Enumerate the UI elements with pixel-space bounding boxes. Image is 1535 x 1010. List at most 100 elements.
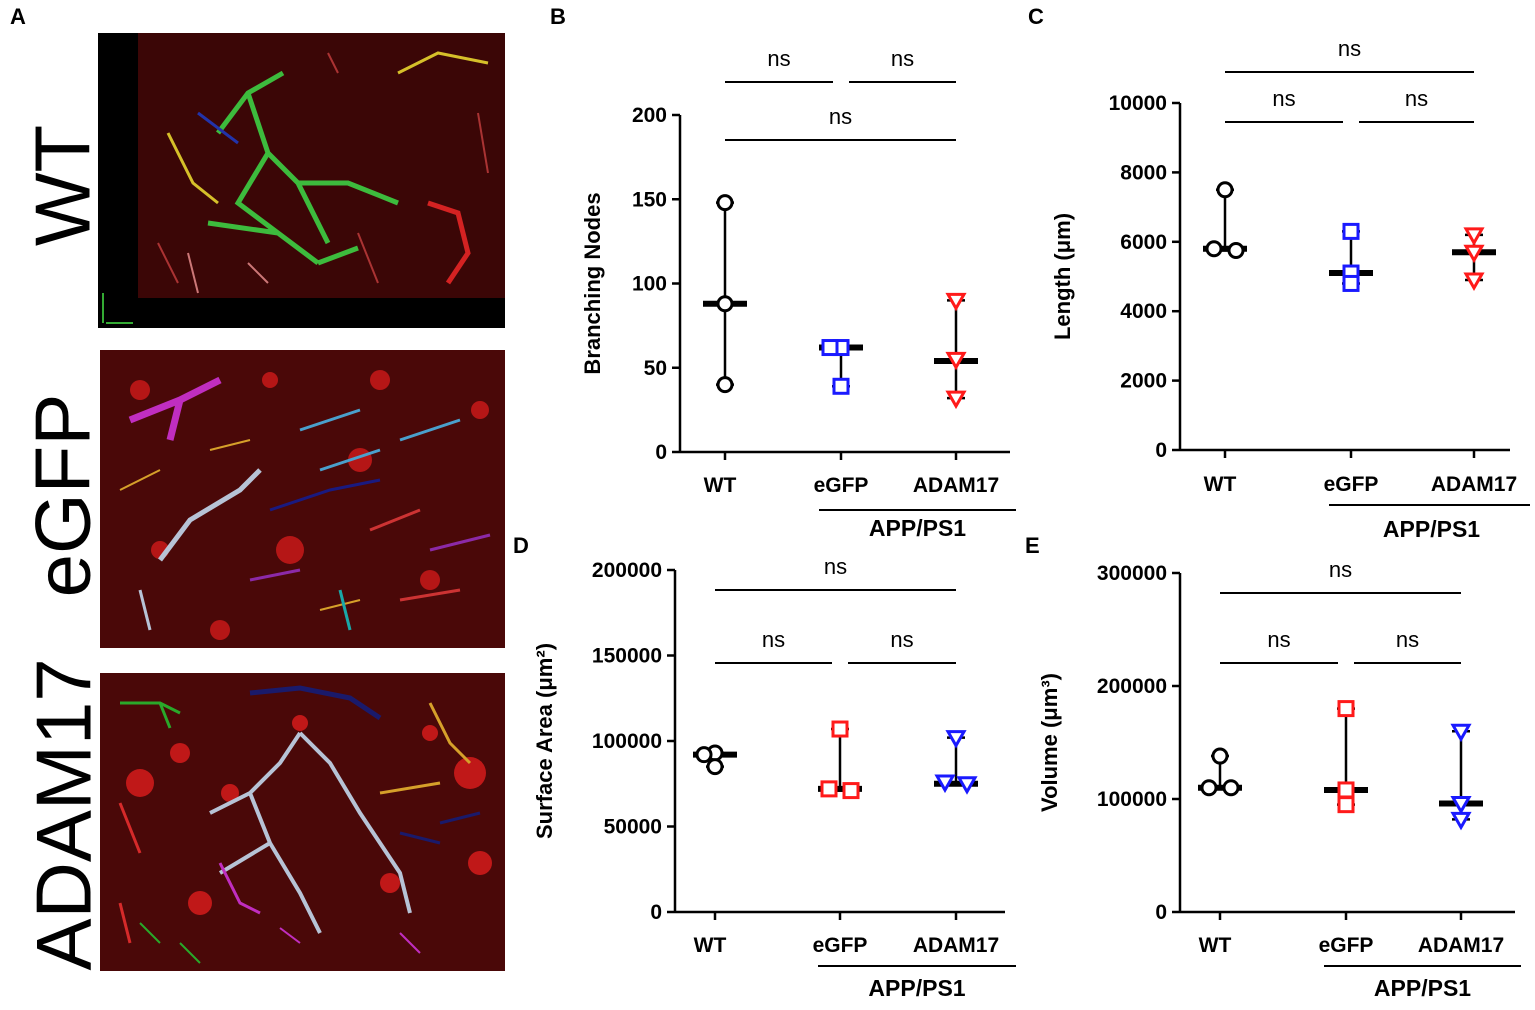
data-point-square <box>1337 700 1355 718</box>
y-tick-label: 0 <box>1155 901 1167 924</box>
data-point-square <box>1342 222 1360 240</box>
y-tick-label: 0 <box>650 901 662 924</box>
significance-label: ns <box>767 46 790 71</box>
micrograph-adam17 <box>100 673 505 971</box>
y-tick-label: 100000 <box>1097 788 1167 811</box>
chart-b: 0 50 100 150 200 WT eGFP ADAM17 APP/PS1 Branching… <box>530 30 1020 545</box>
significance-label: ns <box>891 46 914 71</box>
data-point-circle <box>716 376 734 394</box>
data-point-triangle <box>1463 272 1485 291</box>
row-label-wt: WT <box>18 124 107 247</box>
panel-letter-d: D <box>513 533 529 558</box>
data-point-square <box>1342 274 1360 292</box>
data-point-triangle <box>945 390 967 410</box>
y-tick-label: 0 <box>1155 439 1167 462</box>
chart-d: 0 50000 100000 150000 200000 WT eGFP ADAM17 APP/… <box>520 550 1020 1010</box>
significance-label: ns <box>890 627 913 652</box>
significance-label: ns <box>824 554 847 579</box>
group-label: APP/PS1 <box>1383 516 1480 542</box>
data-point-circle <box>1216 181 1234 199</box>
y-axis-label: Volume (μm³) <box>1037 673 1062 812</box>
panel-letter-a: A <box>10 4 26 29</box>
x-tick-label: eGFP <box>1319 934 1374 957</box>
significance-label: ns <box>762 627 785 652</box>
y-tick-label: 4000 <box>1120 300 1167 323</box>
significance-label: ns <box>1338 36 1361 61</box>
panel-letter-b: B <box>550 4 566 29</box>
data-point-circle <box>1222 779 1240 797</box>
y-tick-label: 10000 <box>1109 92 1167 115</box>
y-tick-label: 8000 <box>1120 161 1167 184</box>
y-tick-label: 50 <box>644 357 667 380</box>
x-tick-label: WT <box>704 474 737 497</box>
y-tick-label: 300000 <box>1097 562 1167 585</box>
row-label-adam17: ADAM17 <box>19 658 108 971</box>
data-point-circle <box>1227 241 1245 259</box>
data-point-square <box>821 339 839 357</box>
x-tick-label: ADAM17 <box>1431 473 1517 496</box>
x-tick-label: ADAM17 <box>1418 934 1504 957</box>
x-tick-label: eGFP <box>814 474 869 497</box>
data-point-triangle <box>1450 811 1472 831</box>
significance-label: ns <box>829 104 852 129</box>
y-tick-label: 0 <box>655 441 667 464</box>
y-tick-label: 150 <box>632 188 667 211</box>
data-point-square <box>831 720 849 738</box>
data-point-triangle <box>956 776 978 795</box>
data-point-circle <box>716 295 734 313</box>
y-tick-label: 50000 <box>604 816 662 839</box>
data-point-triangle <box>945 292 967 312</box>
significance-label: ns <box>1267 627 1290 652</box>
chart-c: 0 2000 4000 6000 8000 10000 WT eGFP ADAM17 APP/PS… <box>1030 25 1534 550</box>
micrograph-wt <box>98 33 505 328</box>
y-axis-label: Surface Area (μm²) <box>532 643 557 839</box>
significance-label: ns <box>1405 86 1428 111</box>
y-tick-label: 150000 <box>592 645 662 668</box>
data-point-square <box>842 782 860 800</box>
data-point-square <box>1337 781 1355 799</box>
data-point-circle <box>1205 240 1223 258</box>
y-tick-label: 100 <box>632 273 667 296</box>
y-tick-label: 200000 <box>592 559 662 582</box>
y-tick-label: 100000 <box>592 730 662 753</box>
y-tick-label: 2000 <box>1120 370 1167 393</box>
data-point-triangle <box>934 774 956 794</box>
x-tick-label: ADAM17 <box>913 934 999 957</box>
y-axis-label: Branching Nodes <box>580 192 605 374</box>
data-point-triangle <box>1450 723 1472 743</box>
y-tick-label: 6000 <box>1120 231 1167 254</box>
data-point-triangle <box>1463 244 1485 264</box>
significance-label: ns <box>1329 557 1352 582</box>
data-point-triangle <box>945 351 967 371</box>
group-label: APP/PS1 <box>868 975 965 1001</box>
group-label: APP/PS1 <box>869 515 966 540</box>
x-tick-label: eGFP <box>813 934 868 957</box>
data-point-circle <box>706 758 724 776</box>
data-point-circle <box>716 194 734 212</box>
panel-letter-c: C <box>1028 4 1044 29</box>
x-tick-label: eGFP <box>1324 473 1379 496</box>
group-label: APP/PS1 <box>1374 975 1471 1001</box>
x-tick-label: WT <box>694 934 727 957</box>
data-point-triangle <box>1450 796 1472 815</box>
data-point-triangle <box>945 730 967 749</box>
data-point-circle <box>695 746 713 764</box>
x-tick-label: WT <box>1204 473 1237 496</box>
y-tick-label: 200 <box>632 104 667 127</box>
y-axis-label: Length (μm) <box>1050 213 1075 340</box>
data-point-circle <box>1211 747 1229 765</box>
data-point-square <box>820 780 838 798</box>
x-tick-label: WT <box>1199 934 1232 957</box>
chart-e: 0 100000 200000 300000 WT eGFP ADAM17 APP/PS1 Vo… <box>1025 550 1530 1010</box>
row-label-egfp: eGFP <box>18 393 107 598</box>
data-point-square <box>832 377 850 395</box>
data-point-circle <box>1200 779 1218 797</box>
panel-letter-e: E <box>1025 533 1040 558</box>
data-point-square <box>1337 796 1355 814</box>
data-point-triangle <box>1463 227 1485 246</box>
significance-label: ns <box>1396 627 1419 652</box>
x-tick-label: ADAM17 <box>913 474 999 497</box>
significance-label: ns <box>1272 86 1295 111</box>
micrograph-egfp <box>100 350 505 648</box>
y-tick-label: 200000 <box>1097 675 1167 698</box>
